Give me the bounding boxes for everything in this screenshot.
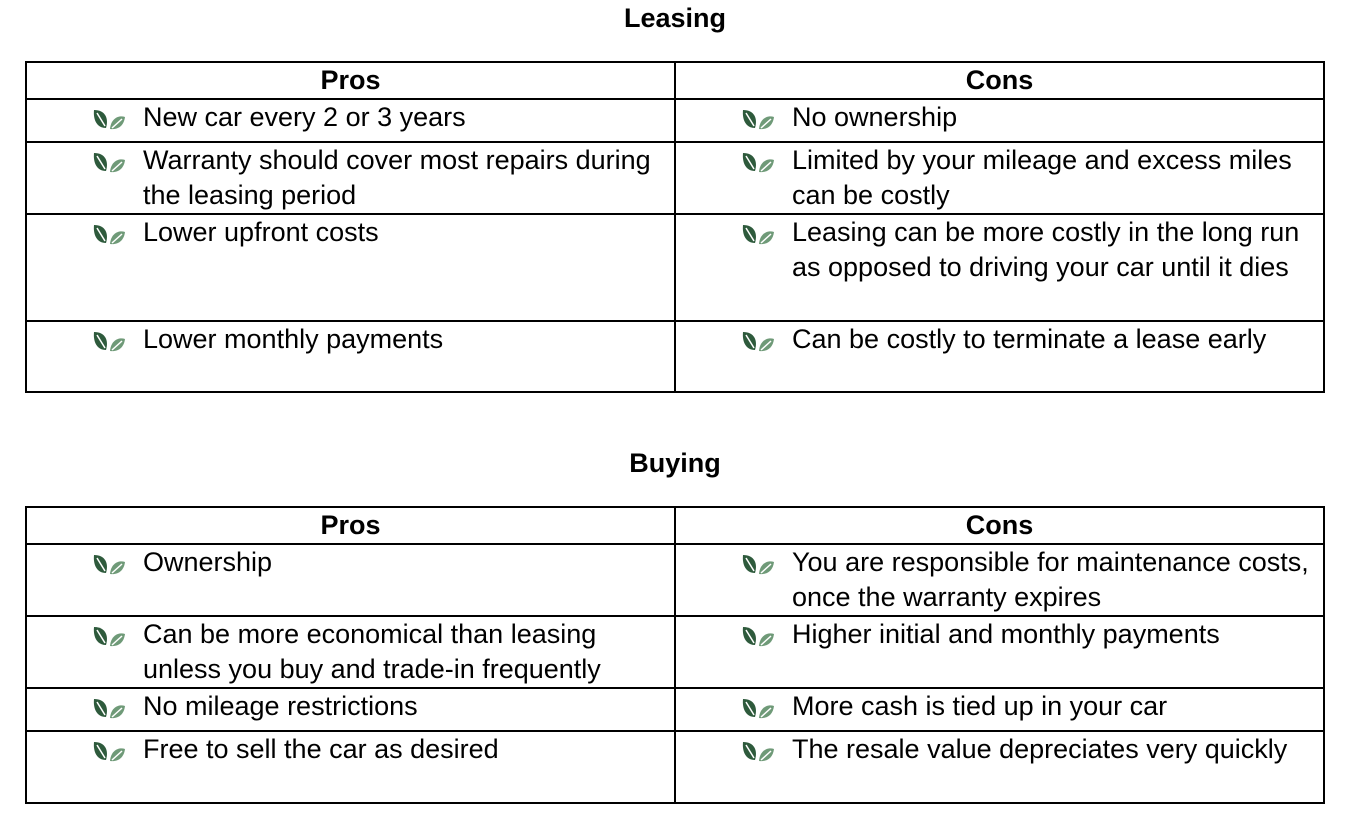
leaf-bullet-icon [740,617,792,658]
con-cell: The resale value depreciates very quickl… [674,730,1325,804]
column-header: Cons [674,61,1325,100]
pro-cell: Free to sell the car as desired [25,730,676,804]
item-text: Free to sell the car as desired [143,734,499,764]
item-text: Can be more economical than leasing unle… [143,619,601,684]
item-text: Warranty should cover most repairs durin… [143,145,651,210]
table-row: New car every 2 or 3 years No ownership [25,98,1325,143]
leaf-bullet-icon [740,689,792,730]
item-text: Can be costly to terminate a lease early [792,324,1267,354]
table-row: Lower upfront costs Leasing can be more c… [25,213,1325,322]
con-cell: More cash is tied up in your car [674,687,1325,732]
item-text: You are responsible for maintenance cost… [792,547,1309,612]
buying-table: Pros Cons Ownership You are responsible for… [25,506,1325,804]
con-cell: Leasing can be more costly in the long r… [674,213,1325,322]
item-text: Lower monthly payments [143,324,444,354]
leaf-bullet-icon [91,322,143,363]
leaf-bullet-icon [740,100,792,141]
item-text: Higher initial and monthly payments [792,619,1220,649]
pro-cell: Lower monthly payments [25,320,676,393]
pro-cell: Can be more economical than leasing unle… [25,615,676,689]
leaf-bullet-icon [91,689,143,730]
table-row: Free to sell the car as desired The resal… [25,730,1325,804]
buying-title: Buying [629,448,721,478]
header-row: Pros Cons [25,506,1325,545]
con-cell: Can be costly to terminate a lease early [674,320,1325,393]
item-text: New car every 2 or 3 years [143,102,466,132]
leaf-bullet-icon [91,215,143,256]
leaf-bullet-icon [91,143,143,213]
item-text: Limited by your mileage and excess miles… [792,145,1292,210]
pro-cell: Lower upfront costs [25,213,676,322]
leaf-bullet-icon [740,545,792,615]
item-text: Leasing can be more costly in the long r… [792,217,1300,282]
pro-cell: Ownership [25,543,676,617]
header-row: Pros Cons [25,61,1325,100]
con-cell: You are responsible for maintenance cost… [674,543,1325,617]
item-text: More cash is tied up in your car [792,691,1168,721]
leaf-bullet-icon [740,322,792,363]
table-row: No mileage restrictions More cash is tied… [25,687,1325,732]
column-header: Pros [25,61,676,100]
item-text: No mileage restrictions [143,691,418,721]
item-text: The resale value depreciates very quickl… [792,734,1288,764]
leaf-bullet-icon [91,732,143,773]
item-text: Lower upfront costs [143,217,379,247]
leaf-bullet-icon [740,143,792,213]
con-cell: Higher initial and monthly payments [674,615,1325,689]
item-text: Ownership [143,547,273,577]
pro-cell: New car every 2 or 3 years [25,98,676,143]
leaf-bullet-icon [91,100,143,141]
pro-cell: No mileage restrictions [25,687,676,732]
leasing-table: Pros Cons New car every 2 or 3 years No own… [25,61,1325,393]
pro-cell: Warranty should cover most repairs durin… [25,141,676,215]
leaf-bullet-icon [91,545,143,586]
leasing-title: Leasing [623,3,727,33]
item-text: No ownership [792,102,958,132]
table-row: Can be more economical than leasing unle… [25,615,1325,689]
leaf-bullet-icon [740,215,792,285]
table-row: Ownership You are responsible for mainten… [25,543,1325,617]
column-header: Cons [674,506,1325,545]
table-row: Warranty should cover most repairs durin… [25,141,1325,215]
leaf-bullet-icon [91,617,143,687]
table-row: Lower monthly payments Can be costly to t… [25,320,1325,393]
con-cell: Limited by your mileage and excess miles… [674,141,1325,215]
column-header: Pros [25,506,676,545]
leaf-bullet-icon [740,732,792,773]
con-cell: No ownership [674,98,1325,143]
